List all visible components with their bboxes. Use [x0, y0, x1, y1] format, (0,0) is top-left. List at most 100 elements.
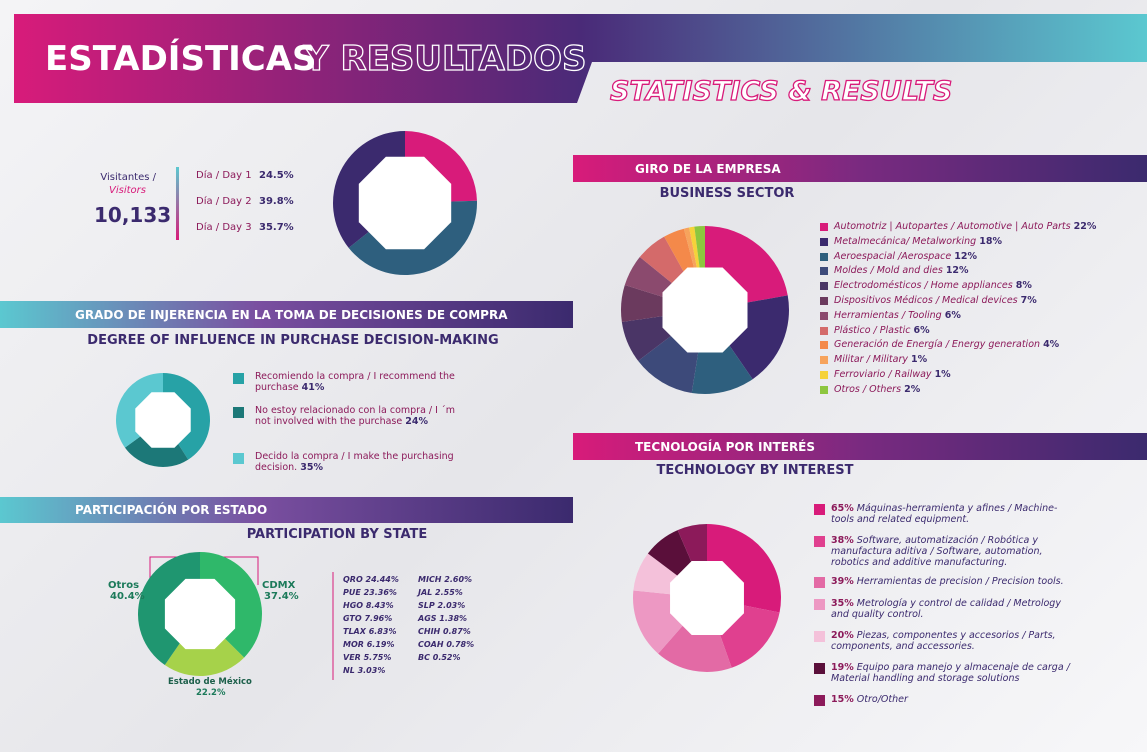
section-banner — [573, 155, 1147, 182]
value-label: 39% — [831, 576, 854, 587]
value-label: 24.5% — [259, 170, 294, 181]
section-title: PARTICIPACIÓN POR ESTADO — [75, 503, 268, 517]
legend-item: Aeroespacial /Aerospace 12% — [834, 251, 977, 262]
pie-label: Estado de México — [168, 677, 252, 687]
title: Y RESULTADOS — [303, 39, 586, 79]
value-label: 18% — [979, 235, 1002, 247]
value-label: 4% — [1043, 339, 1060, 351]
legend-swatch — [820, 252, 828, 261]
visitors-label: Visitantes / — [100, 172, 156, 183]
legend-swatch — [820, 311, 828, 320]
value-label: 12% — [945, 265, 969, 277]
legend-label: Generación de Energía / Energy generatio… — [834, 339, 1041, 351]
value-label: 8% — [1015, 280, 1032, 292]
legend-label: Dispositivos Médicos / Medical devices — [834, 295, 1018, 306]
value-label: 6% — [944, 309, 961, 321]
legend-label: Herramientas / Tooling — [834, 309, 942, 321]
legend-label: Piezas, componentes y accesorios / Parts… — [831, 630, 1056, 652]
value-label: 65% — [831, 503, 854, 514]
legend-swatch — [820, 297, 828, 305]
state-item: VER 5.75% — [343, 653, 392, 662]
section-subtitle: DEGREE OF INFLUENCE IN PURCHASE DECISION… — [87, 333, 499, 348]
legend-label: Metalmecánica/ Metalworking — [834, 235, 977, 247]
legend-item: 15% Otro/Other — [831, 694, 1076, 705]
legend-swatch — [820, 223, 828, 231]
state-item: CHIH 0.87% — [418, 627, 471, 636]
state-item: AGS 1.38% — [418, 614, 468, 623]
legend-swatch — [820, 237, 828, 246]
section-banner — [573, 433, 1147, 460]
state-item: COAH 0.78% — [418, 640, 475, 649]
pie-value: 37.4% — [264, 591, 299, 602]
legend-label: Decido la compra / I make the purchasing… — [255, 451, 454, 473]
pie-value: 22.2% — [196, 688, 226, 698]
value-label: 12% — [954, 250, 977, 262]
donut-hole — [135, 392, 191, 448]
legend-label: Militar / Military — [834, 354, 908, 366]
legend-label: Aeroespacial /Aerospace — [834, 250, 952, 262]
legend-label: Máquinas-herramienta y afines / Machine-… — [831, 503, 1058, 525]
legend-label: Plástico / Plastic — [834, 324, 911, 336]
legend-item: 38% Software, automatización / Robótica … — [831, 535, 1076, 568]
pie-label: Otros — [108, 580, 140, 591]
value-label: 35.7% — [259, 222, 294, 233]
state-item: NL 3.03% — [343, 666, 386, 675]
value-label: 35% — [831, 598, 854, 609]
subtitle: STATISTICS & RESULTS — [610, 76, 952, 107]
donut-hole — [662, 267, 748, 353]
legend-swatch — [814, 663, 825, 674]
value-label: 7% — [1020, 295, 1037, 306]
title: ESTADÍSTICAS — [45, 38, 317, 79]
legend-label: Software, automatización / Robótica y ma… — [831, 535, 1043, 568]
legend-item: 65% Máquinas-herramienta y afines / Mach… — [831, 503, 1076, 525]
section-banner — [0, 497, 573, 523]
legend-swatch — [814, 599, 825, 610]
legend-item: Metalmecánica/ Metalworking 18% — [834, 236, 1002, 247]
legend-swatch — [820, 282, 828, 291]
legend-swatch — [814, 577, 825, 588]
state-item: TLAX 6.83% — [343, 627, 397, 636]
legend-swatch — [820, 341, 828, 350]
legend-item: 20% Piezas, componentes y accesorios / P… — [831, 630, 1076, 652]
value-label: 1% — [934, 369, 951, 380]
legend-item: 39% Herramientas de precision / Precisio… — [831, 576, 1076, 587]
legend-label: Herramientas de precision / Precision to… — [856, 576, 1064, 587]
state-item: HGO 8.43% — [343, 601, 394, 610]
legend-item: Recomiendo la compra / I recommend the p… — [255, 371, 470, 393]
legend-label: Día / Day 2 — [196, 196, 252, 207]
legend-label: Ferroviario / Railway — [834, 369, 932, 380]
value-label: 22% — [1073, 221, 1097, 232]
legend-item: Electrodomésticos / Home appliances 8% — [834, 280, 1032, 291]
legend-swatch — [233, 407, 244, 418]
legend-swatch — [233, 373, 244, 384]
visitors-total: 10,133 — [94, 203, 172, 227]
state-item: PUE 23.36% — [343, 588, 397, 597]
legend-swatch — [820, 356, 828, 365]
value-label: 24% — [405, 416, 429, 427]
legend-item: Ferroviario / Railway 1% — [834, 369, 951, 380]
pie-label: CDMX — [262, 580, 296, 591]
state-item: MOR 6.19% — [343, 640, 395, 649]
legend-item: Moldes / Mold and dies 12% — [834, 265, 969, 276]
legend-item: Automotriz | Autopartes / Automotive | A… — [834, 221, 1096, 232]
legend-label: Metrología y control de calidad / Metrol… — [831, 598, 1061, 620]
legend-item: Militar / Military 1% — [834, 354, 927, 365]
legend-item: Decido la compra / I make the purchasing… — [255, 451, 470, 473]
legend-item: 35% Metrología y control de calidad / Me… — [831, 598, 1076, 620]
section-subtitle: TECHNOLOGY BY INTEREST — [656, 463, 854, 478]
value-label: 20% — [831, 630, 854, 641]
section-title: GIRO DE LA EMPRESA — [635, 162, 781, 176]
section-subtitle: PARTICIPATION BY STATE — [246, 527, 428, 542]
legend-swatch — [814, 536, 825, 547]
legend-label: Equipo para manejo y almacenaje de carga… — [831, 662, 1070, 684]
value-label: 19% — [831, 662, 854, 673]
legend-item: Dispositivos Médicos / Medical devices 7… — [834, 295, 1037, 306]
legend-swatch — [820, 385, 828, 394]
value-label: 35% — [300, 462, 323, 473]
value-label: 38% — [831, 535, 854, 546]
legend-item: No estoy relacionado con la compra / I ´… — [255, 405, 470, 427]
pie-value: 40.4% — [110, 591, 145, 602]
value-label: 6% — [913, 324, 930, 336]
